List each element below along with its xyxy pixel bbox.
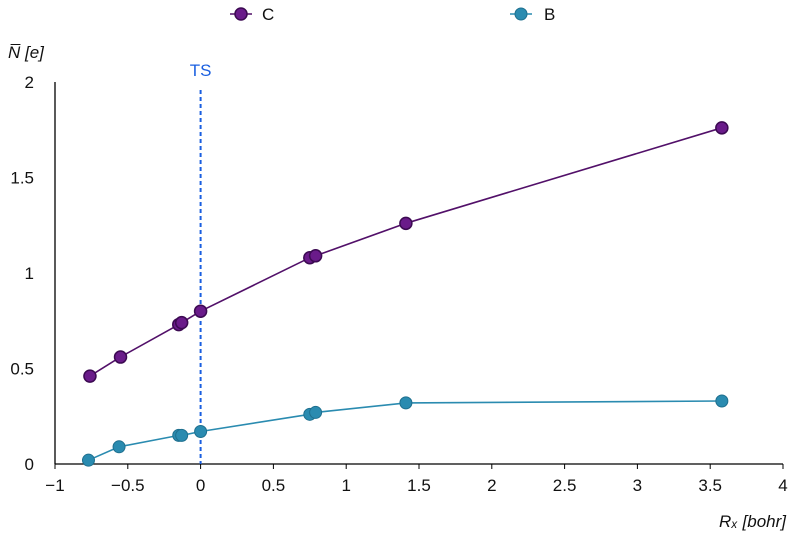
y-tick-label: 0.5	[10, 360, 34, 379]
series-line-c	[89, 127, 723, 377]
y-axis-label: N̅ [e]	[8, 43, 45, 62]
data-point-c	[308, 249, 323, 263]
x-tick-label: −0.5	[111, 476, 145, 495]
legend: C B	[230, 5, 555, 24]
data-point-b	[81, 453, 95, 467]
y-tick-label: 1	[25, 264, 34, 283]
x-tick-label: 2.5	[553, 476, 577, 495]
legend-marker-b	[514, 7, 528, 21]
series-layer	[81, 121, 729, 467]
data-point-b	[715, 394, 729, 408]
data-point-c	[193, 304, 208, 318]
data-point-c	[83, 369, 97, 383]
y-axis-label-text: N̅ [e]	[8, 43, 45, 62]
x-tick-label: 2	[487, 476, 496, 495]
data-point-b	[112, 440, 126, 454]
data-point-c	[174, 315, 189, 330]
x-tick-label: 1	[341, 476, 350, 495]
ts-label: TS	[190, 61, 212, 80]
x-tick-label: 4	[778, 476, 787, 495]
data-point-c	[715, 121, 729, 135]
ts-annotation: TS	[190, 61, 212, 464]
legend-marker-c	[234, 7, 248, 21]
data-point-b	[309, 405, 323, 419]
x-tick-label: 0.5	[262, 476, 286, 495]
axes: 0 0.5 1 1.5 2 −1 −0.5 0 0.5 1 1.5 2 2.5 3 3.5 4	[10, 73, 787, 495]
x-tick-label: 3.5	[698, 476, 722, 495]
legend-label-b: B	[544, 5, 555, 24]
legend-label-c: C	[262, 5, 274, 24]
x-tick-label: 1.5	[407, 476, 431, 495]
x-tick-label: 3	[633, 476, 642, 495]
x-tick-label: 0	[196, 476, 205, 495]
y-tick-label: 1.5	[10, 169, 34, 188]
data-point-b	[175, 428, 189, 442]
data-point-b	[399, 396, 413, 410]
data-point-c	[113, 350, 128, 364]
x-axis-label: Rₓ [bohr]	[719, 512, 787, 531]
data-point-c	[399, 216, 413, 231]
data-point-b	[194, 425, 208, 439]
y-tick-label: 2	[25, 73, 34, 92]
y-tick-label: 0	[25, 455, 34, 474]
x-tick-label: −1	[45, 476, 64, 495]
